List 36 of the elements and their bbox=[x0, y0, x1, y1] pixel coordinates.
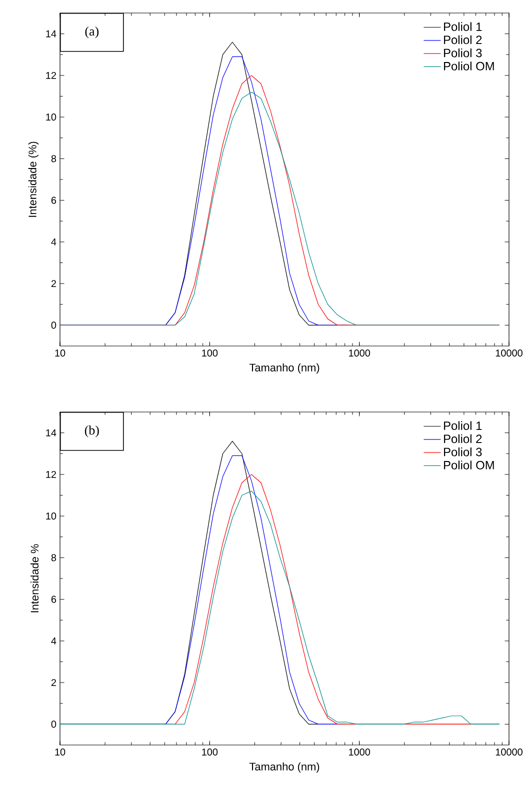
x-tick-label: 10000 bbox=[496, 748, 522, 756]
y-tick-label: 10 bbox=[46, 114, 56, 121]
x-tick-label: 100 bbox=[202, 748, 218, 756]
y-tick-label: 6 bbox=[51, 196, 56, 204]
y-tick-label: 4 bbox=[51, 638, 56, 644]
y-tick-label: 0 bbox=[51, 720, 56, 728]
y-tick-label: 10 bbox=[46, 512, 56, 520]
x-tick-label: 10000 bbox=[496, 350, 522, 357]
y-tick-label: 6 bbox=[51, 596, 56, 603]
x-tick-label: 100 bbox=[202, 350, 218, 357]
y-tick-label: 14 bbox=[46, 429, 56, 436]
x-tick-label: 1000 bbox=[349, 350, 370, 357]
y-tick-label: 12 bbox=[46, 72, 56, 79]
legend-label: Poliol 1 bbox=[444, 22, 482, 31]
x-axis-title: Tamanho (nm) bbox=[249, 762, 320, 773]
y-tick-label: 12 bbox=[46, 470, 56, 478]
legend-label: Poliol 3 bbox=[444, 48, 482, 58]
y-axis-title: Intensidade % bbox=[30, 544, 39, 612]
x-tick-label: 1000 bbox=[349, 748, 370, 756]
legend-label: Poliol 3 bbox=[444, 447, 482, 456]
y-axis-title: Intensidade (%) bbox=[28, 142, 39, 217]
y-tick-label: 2 bbox=[51, 280, 56, 288]
legend-label: Poliol 2 bbox=[444, 35, 482, 44]
legend-label: Poliol 1 bbox=[444, 421, 482, 430]
annotation: (a) bbox=[85, 26, 99, 38]
x-axis-title: Tamanho (nm) bbox=[249, 363, 320, 374]
y-tick-label: 8 bbox=[51, 155, 56, 162]
y-tick-label: 0 bbox=[51, 322, 56, 329]
y-tick-label: 4 bbox=[51, 238, 56, 246]
y-tick-label: 14 bbox=[46, 30, 56, 38]
legend-label: Poliol OM bbox=[444, 460, 494, 470]
y-tick-label: 8 bbox=[51, 554, 56, 562]
y-tick-label: 2 bbox=[51, 679, 56, 686]
legend-label: Poliol 2 bbox=[444, 434, 482, 444]
annotation: (b) bbox=[84, 426, 99, 438]
legend-label: Poliol OM bbox=[444, 62, 494, 70]
